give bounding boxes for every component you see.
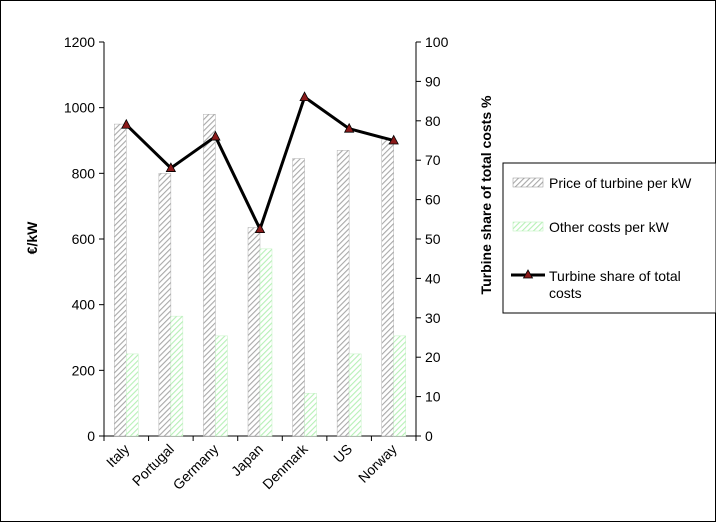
y-tick-label-left: 1000: [64, 100, 95, 116]
y-tick-label-left: 200: [72, 362, 96, 378]
legend-swatch-other-costs: [512, 221, 544, 232]
legend-label-turbine-price: Price of turbine per kW: [549, 175, 692, 191]
bar-turbine-price: [336, 150, 350, 437]
bar-other-costs: [393, 335, 406, 437]
legend-marker-turbine-share: [522, 269, 534, 279]
y-tick-label-left: 600: [72, 231, 96, 247]
bar-other-costs: [170, 315, 184, 437]
line-marker-turbine-share: [121, 118, 132, 129]
line-marker-turbine-share: [299, 91, 310, 102]
y-tick-label-right: 30: [425, 310, 441, 326]
bar-turbine-price: [247, 227, 261, 437]
bar-turbine-price: [381, 138, 394, 437]
y-tick-label-right: 100: [425, 34, 449, 50]
line-marker-turbine-share: [210, 130, 221, 141]
y-tick-label-right: 40: [425, 270, 441, 286]
line-marker-turbine-share: [388, 134, 399, 145]
bar-other-costs: [348, 353, 362, 437]
line-marker-turbine-share: [165, 162, 177, 172]
y-tick-label-right: 80: [425, 113, 441, 129]
y-tick-label-left: 400: [72, 297, 96, 313]
line-marker-turbine-share: [343, 122, 355, 133]
legend-swatch-turbine-price: [512, 177, 544, 188]
bar-other-costs: [215, 335, 228, 437]
bar-other-costs: [304, 393, 317, 437]
line-marker-turbine-share: [254, 223, 266, 234]
legend-box: [502, 162, 716, 314]
bar-turbine-price: [292, 158, 305, 437]
y-tick-label-right: 20: [425, 349, 441, 365]
bar-turbine-price: [158, 173, 172, 437]
y-tick-label-right: 60: [425, 192, 441, 208]
y-tick-label-left: 800: [72, 165, 96, 181]
bar-turbine-price: [203, 113, 216, 437]
y-axis-title-right: Turbine share of total costs %: [478, 95, 494, 294]
y-tick-label-left: 0: [87, 428, 95, 444]
y-tick-label-right: 0: [425, 428, 433, 444]
y-tick-label-right: 90: [425, 73, 441, 89]
y-tick-label-right: 50: [425, 231, 441, 247]
y-axis-title-left: €/kW: [24, 221, 40, 254]
y-tick-label-right: 70: [425, 152, 441, 168]
y-tick-label-right: 10: [425, 389, 441, 405]
y-tick-label-left: 1200: [64, 34, 95, 50]
legend: Price of turbine per kW Other costs per …: [502, 162, 716, 314]
bar-turbine-price: [114, 123, 127, 437]
bar-other-costs: [259, 248, 273, 437]
legend-label-other-costs: Other costs per kW: [549, 219, 670, 235]
bar-other-costs: [126, 353, 139, 437]
legend-label-turbine-share: Turbine share of total costs: [549, 268, 685, 301]
